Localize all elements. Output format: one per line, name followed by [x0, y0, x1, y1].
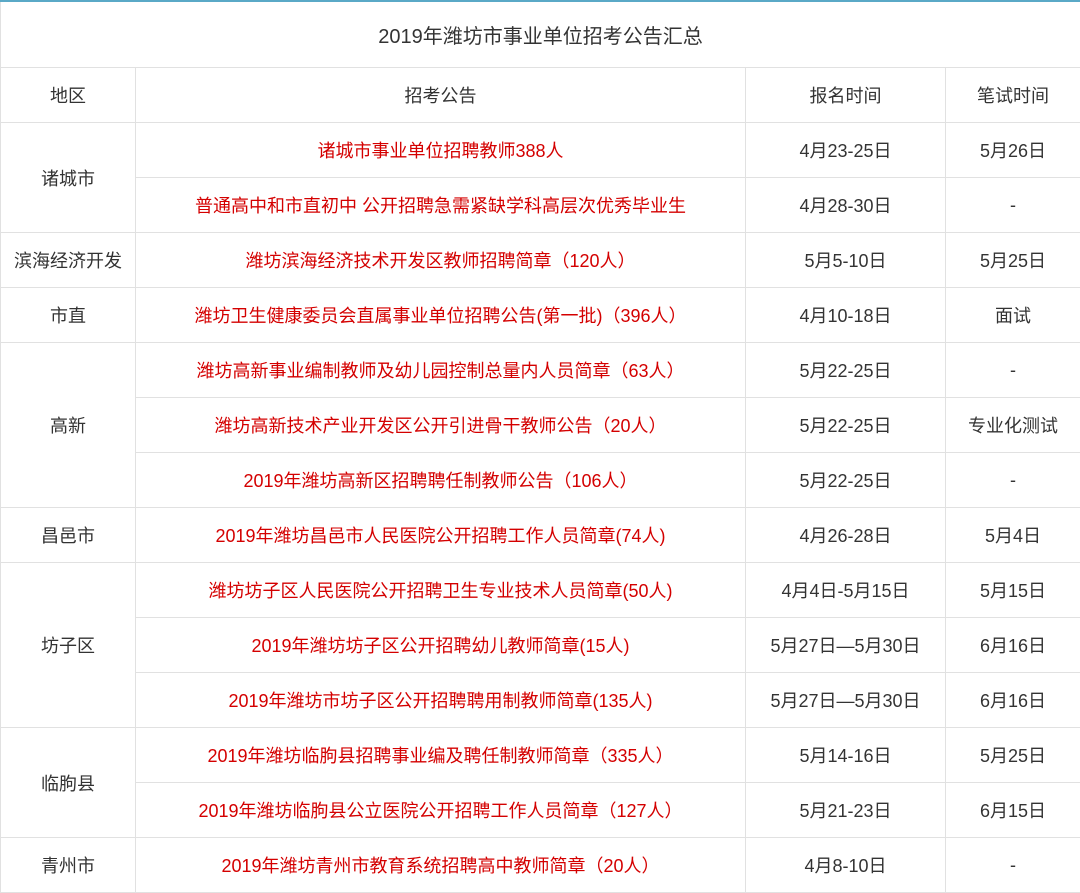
- cell-exam-time: 专业化测试: [946, 398, 1080, 453]
- table-row: 2019年潍坊高新区招聘聘任制教师公告（106人）5月22-25日-: [1, 453, 1080, 508]
- cell-signup-time: 5月5-10日: [746, 233, 946, 288]
- cell-signup-time: 5月22-25日: [746, 343, 946, 398]
- cell-exam-time: 5月26日: [946, 123, 1080, 178]
- cell-notice-link[interactable]: 潍坊坊子区人民医院公开招聘卫生专业技术人员简章(50人): [136, 563, 746, 618]
- cell-exam-time: 6月16日: [946, 673, 1080, 728]
- cell-exam-time: 5月25日: [946, 728, 1080, 783]
- cell-signup-time: 4月8-10日: [746, 838, 946, 893]
- cell-signup-time: 5月27日—5月30日: [746, 618, 946, 673]
- cell-exam-time: 5月15日: [946, 563, 1080, 618]
- cell-notice-link[interactable]: 诸城市事业单位招聘教师388人: [136, 123, 746, 178]
- cell-notice-link[interactable]: 2019年潍坊青州市教育系统招聘高中教师简章（20人）: [136, 838, 746, 893]
- cell-notice-link[interactable]: 普通高中和市直初中 公开招聘急需紧缺学科高层次优秀毕业生: [136, 178, 746, 233]
- header-notice: 招考公告: [136, 68, 746, 123]
- cell-exam-time: 5月4日: [946, 508, 1080, 563]
- cell-region: 青州市: [1, 838, 136, 893]
- table-title: 2019年潍坊市事业单位招考公告汇总: [1, 1, 1080, 68]
- cell-exam-time: -: [946, 838, 1080, 893]
- cell-signup-time: 5月27日—5月30日: [746, 673, 946, 728]
- table-row: 高新潍坊高新事业编制教师及幼儿园控制总量内人员简章（63人）5月22-25日-: [1, 343, 1080, 398]
- header-region: 地区: [1, 68, 136, 123]
- cell-signup-time: 4月4日-5月15日: [746, 563, 946, 618]
- cell-region: 市直: [1, 288, 136, 343]
- cell-region: 昌邑市: [1, 508, 136, 563]
- cell-signup-time: 5月22-25日: [746, 453, 946, 508]
- cell-notice-link[interactable]: 潍坊卫生健康委员会直属事业单位招聘公告(第一批)（396人）: [136, 288, 746, 343]
- table-row: 市直潍坊卫生健康委员会直属事业单位招聘公告(第一批)（396人）4月10-18日…: [1, 288, 1080, 343]
- cell-notice-link[interactable]: 2019年潍坊临朐县公立医院公开招聘工作人员简章（127人）: [136, 783, 746, 838]
- cell-notice-link[interactable]: 2019年潍坊昌邑市人民医院公开招聘工作人员简章(74人): [136, 508, 746, 563]
- table-title-row: 2019年潍坊市事业单位招考公告汇总: [1, 1, 1080, 68]
- cell-notice-link[interactable]: 2019年潍坊坊子区公开招聘幼儿教师简章(15人): [136, 618, 746, 673]
- cell-exam-time: -: [946, 343, 1080, 398]
- cell-signup-time: 5月21-23日: [746, 783, 946, 838]
- cell-notice-link[interactable]: 2019年潍坊高新区招聘聘任制教师公告（106人）: [136, 453, 746, 508]
- table-row: 滨海经济开发潍坊滨海经济技术开发区教师招聘简章（120人）5月5-10日5月25…: [1, 233, 1080, 288]
- cell-notice-link[interactable]: 潍坊滨海经济技术开发区教师招聘简章（120人）: [136, 233, 746, 288]
- cell-notice-link[interactable]: 潍坊高新事业编制教师及幼儿园控制总量内人员简章（63人）: [136, 343, 746, 398]
- cell-signup-time: 5月14-16日: [746, 728, 946, 783]
- cell-region: 临朐县: [1, 728, 136, 838]
- table-row: 2019年潍坊坊子区公开招聘幼儿教师简章(15人)5月27日—5月30日6月16…: [1, 618, 1080, 673]
- table-row: 普通高中和市直初中 公开招聘急需紧缺学科高层次优秀毕业生4月28-30日-: [1, 178, 1080, 233]
- table-row: 2019年潍坊市坊子区公开招聘聘用制教师简章(135人)5月27日—5月30日6…: [1, 673, 1080, 728]
- cell-signup-time: 4月23-25日: [746, 123, 946, 178]
- cell-region: 诸城市: [1, 123, 136, 233]
- cell-region: 滨海经济开发: [1, 233, 136, 288]
- table-row: 潍坊高新技术产业开发区公开引进骨干教师公告（20人）5月22-25日专业化测试: [1, 398, 1080, 453]
- recruitment-table: 2019年潍坊市事业单位招考公告汇总 地区 招考公告 报名时间 笔试时间 诸城市…: [0, 0, 1080, 893]
- header-signup: 报名时间: [746, 68, 946, 123]
- cell-exam-time: 6月15日: [946, 783, 1080, 838]
- table-row: 昌邑市2019年潍坊昌邑市人民医院公开招聘工作人员简章(74人)4月26-28日…: [1, 508, 1080, 563]
- table-row: 青州市2019年潍坊青州市教育系统招聘高中教师简章（20人）4月8-10日-: [1, 838, 1080, 893]
- cell-signup-time: 5月22-25日: [746, 398, 946, 453]
- header-exam: 笔试时间: [946, 68, 1080, 123]
- cell-signup-time: 4月28-30日: [746, 178, 946, 233]
- cell-region: 坊子区: [1, 563, 136, 728]
- cell-exam-time: 面试: [946, 288, 1080, 343]
- cell-exam-time: -: [946, 453, 1080, 508]
- cell-signup-time: 4月10-18日: [746, 288, 946, 343]
- cell-notice-link[interactable]: 2019年潍坊市坊子区公开招聘聘用制教师简章(135人): [136, 673, 746, 728]
- cell-exam-time: 6月16日: [946, 618, 1080, 673]
- table-row: 诸城市诸城市事业单位招聘教师388人4月23-25日5月26日: [1, 123, 1080, 178]
- table-body: 2019年潍坊市事业单位招考公告汇总 地区 招考公告 报名时间 笔试时间 诸城市…: [1, 1, 1080, 893]
- table-row: 临朐县2019年潍坊临朐县招聘事业编及聘任制教师简章（335人）5月14-16日…: [1, 728, 1080, 783]
- cell-exam-time: 5月25日: [946, 233, 1080, 288]
- cell-notice-link[interactable]: 潍坊高新技术产业开发区公开引进骨干教师公告（20人）: [136, 398, 746, 453]
- table-row: 坊子区潍坊坊子区人民医院公开招聘卫生专业技术人员简章(50人)4月4日-5月15…: [1, 563, 1080, 618]
- cell-exam-time: -: [946, 178, 1080, 233]
- table-header-row: 地区 招考公告 报名时间 笔试时间: [1, 68, 1080, 123]
- cell-region: 高新: [1, 343, 136, 508]
- table-container: 2019年潍坊市事业单位招考公告汇总 地区 招考公告 报名时间 笔试时间 诸城市…: [0, 0, 1080, 893]
- cell-signup-time: 4月26-28日: [746, 508, 946, 563]
- table-row: 2019年潍坊临朐县公立医院公开招聘工作人员简章（127人）5月21-23日6月…: [1, 783, 1080, 838]
- cell-notice-link[interactable]: 2019年潍坊临朐县招聘事业编及聘任制教师简章（335人）: [136, 728, 746, 783]
